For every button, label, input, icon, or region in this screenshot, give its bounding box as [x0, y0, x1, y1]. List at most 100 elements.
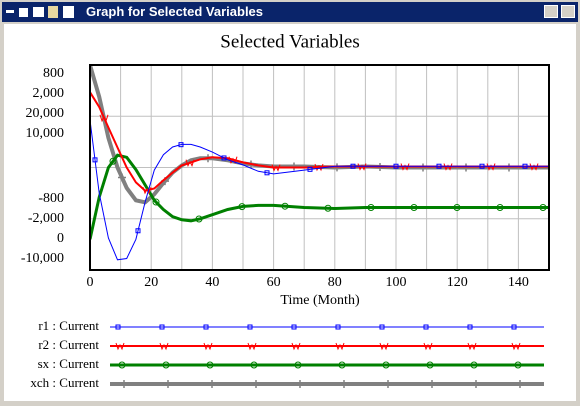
line-marker [307, 166, 313, 172]
line-marker [496, 203, 504, 211]
x-axis-label: Time (Month) [280, 293, 360, 308]
window-title: Graph for Selected Variables [86, 4, 264, 19]
line-marker [467, 342, 477, 351]
line-marker [206, 361, 214, 369]
line-marker [271, 164, 281, 172]
line-marker [118, 173, 126, 182]
chart-title: Selected Variables [220, 31, 359, 52]
line-marker [291, 342, 301, 351]
x-tick-label: 60 [267, 275, 281, 290]
line-marker [511, 342, 521, 351]
graph-area: Selected Variables Time (Month) 0 20 40 60 8… [4, 24, 576, 401]
line-marker [135, 228, 141, 234]
x-tick-label: 20 [144, 275, 158, 290]
line-marker [423, 324, 429, 330]
line-marker [115, 342, 125, 351]
line-marker [178, 142, 184, 148]
line-marker [382, 361, 390, 369]
y-tick-label: -2,000 [28, 211, 64, 226]
line-marker [203, 342, 213, 351]
y-tick-label: 800 [43, 66, 64, 81]
icon-print[interactable] [33, 7, 44, 17]
line-marker [479, 163, 485, 169]
line-marker [324, 204, 332, 212]
chart: Selected Variables Time (Month) 0 20 40 60 8… [21, 31, 550, 390]
title-bar: Graph for Selected Variables [2, 2, 578, 22]
line-marker [379, 324, 385, 330]
line-marker [208, 380, 216, 388]
icon-lock[interactable] [19, 8, 28, 17]
line-marker [514, 361, 522, 369]
line-marker [428, 380, 436, 388]
x-tick-label: 100 [386, 275, 407, 290]
line-marker [384, 380, 392, 388]
maximize-button[interactable] [544, 5, 558, 18]
line-marker [472, 380, 480, 388]
line-marker [529, 163, 539, 171]
x-tick-label: 140 [508, 275, 529, 290]
series-line [90, 91, 549, 192]
line-marker [467, 324, 473, 330]
icon-save[interactable] [63, 6, 74, 18]
line-marker [340, 380, 348, 388]
line-marker [142, 186, 152, 195]
line-marker [539, 203, 547, 211]
line-marker [290, 162, 298, 171]
line-marker [367, 203, 375, 211]
x-tick-label: 0 [87, 275, 94, 290]
line-marker [164, 380, 172, 388]
line-marker [410, 203, 418, 211]
line-marker [291, 324, 297, 330]
x-tick-label: 120 [447, 275, 468, 290]
line-marker [296, 380, 304, 388]
line-marker [338, 361, 346, 369]
line-marker [159, 342, 169, 351]
line-marker [118, 361, 126, 369]
line-marker [247, 342, 257, 351]
series-line [90, 65, 549, 205]
y-tick-label: 0 [57, 231, 64, 246]
legend-label: r2 : Current [38, 337, 99, 352]
line-marker [426, 361, 434, 369]
series-line [90, 120, 549, 261]
line-marker [516, 380, 524, 388]
line-marker [357, 163, 367, 171]
toolbar-icons [6, 6, 74, 18]
line-marker [99, 114, 109, 123]
line-marker [443, 163, 453, 171]
line-marker [379, 342, 389, 351]
legend-label: sx : Current [38, 356, 100, 371]
line-marker [250, 361, 258, 369]
icon-copy[interactable] [48, 6, 58, 18]
line-marker [120, 380, 128, 388]
line-marker [522, 163, 528, 169]
line-marker [162, 361, 170, 369]
line-marker [453, 203, 461, 211]
line-marker [221, 155, 227, 161]
line-marker [115, 324, 121, 330]
x-tick-label: 80 [328, 275, 342, 290]
close-button[interactable] [561, 5, 575, 18]
series-line [90, 153, 549, 240]
line-marker [470, 361, 478, 369]
line-marker [159, 324, 165, 330]
y-tick-label: -10,000 [21, 251, 64, 266]
x-tick-label: 40 [205, 275, 219, 290]
line-marker [238, 203, 246, 211]
line-marker [335, 324, 341, 330]
line-marker [423, 342, 433, 351]
line-marker [195, 215, 203, 223]
y-tick-label: 20,000 [26, 106, 65, 121]
line-marker [252, 380, 260, 388]
line-marker [350, 163, 356, 169]
legend-label: r1 : Current [38, 318, 99, 333]
line-marker [511, 324, 517, 330]
plot-frame [89, 64, 550, 271]
icon-minimize[interactable] [6, 10, 14, 13]
line-marker [203, 324, 209, 330]
y-tick-label: 2,000 [33, 86, 65, 101]
line-marker [335, 342, 345, 351]
y-tick-label: -800 [38, 191, 64, 206]
line-marker [247, 324, 253, 330]
